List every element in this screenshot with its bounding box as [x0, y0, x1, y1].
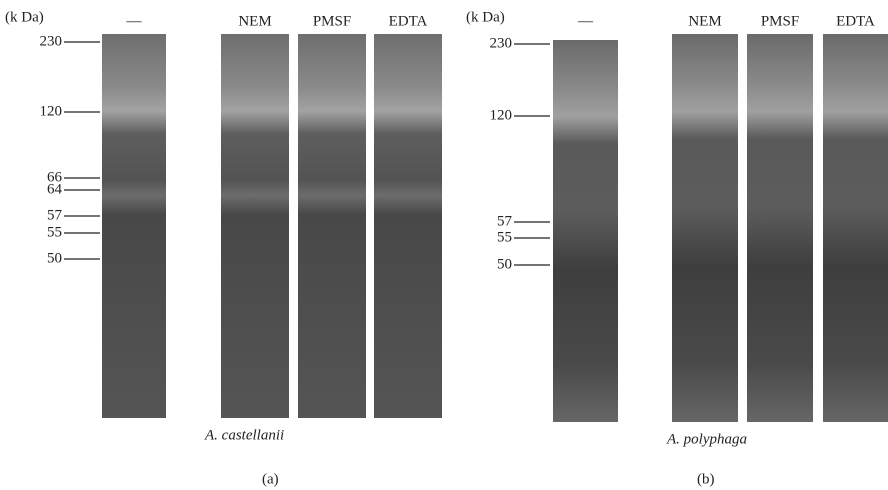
- marker-label: 120: [40, 103, 63, 119]
- marker-label: 57: [47, 207, 63, 223]
- gel-lane: [553, 40, 618, 422]
- gel-lane: [298, 34, 366, 418]
- species-caption: A. polyphaga: [666, 431, 747, 447]
- marker-label: 55: [497, 229, 512, 245]
- marker-label: 57: [497, 213, 513, 229]
- lane-header: PMSF: [313, 13, 351, 29]
- lane-header: EDTA: [389, 13, 428, 29]
- species-caption: A. castellanii: [204, 427, 284, 443]
- lane-header: NEM: [688, 13, 721, 29]
- panel-label: (a): [262, 471, 279, 487]
- lane-header: PMSF: [761, 13, 799, 29]
- marker-label: 50: [497, 256, 512, 272]
- gel-lane: [102, 34, 166, 418]
- unit-label: (k Da): [5, 9, 44, 25]
- lane-header: EDTA: [836, 13, 875, 29]
- marker-label: 55: [47, 224, 62, 240]
- lane-header: —: [577, 13, 594, 29]
- gel-lane: [823, 34, 888, 422]
- marker-label: 64: [47, 181, 63, 197]
- marker-label: 230: [40, 33, 63, 49]
- gel-lane: [221, 34, 289, 418]
- gel-lane: [374, 34, 442, 418]
- unit-label: (k Da): [466, 9, 505, 25]
- marker-label: 66: [47, 169, 63, 185]
- marker-label: 120: [490, 107, 513, 123]
- marker-label: 50: [47, 250, 62, 266]
- marker-label: 230: [490, 35, 513, 51]
- panel-label: (b): [697, 471, 715, 487]
- lane-header: —: [126, 13, 143, 29]
- gel-lane: [747, 34, 813, 422]
- lane-header: NEM: [238, 13, 271, 29]
- gel-lane: [672, 34, 738, 422]
